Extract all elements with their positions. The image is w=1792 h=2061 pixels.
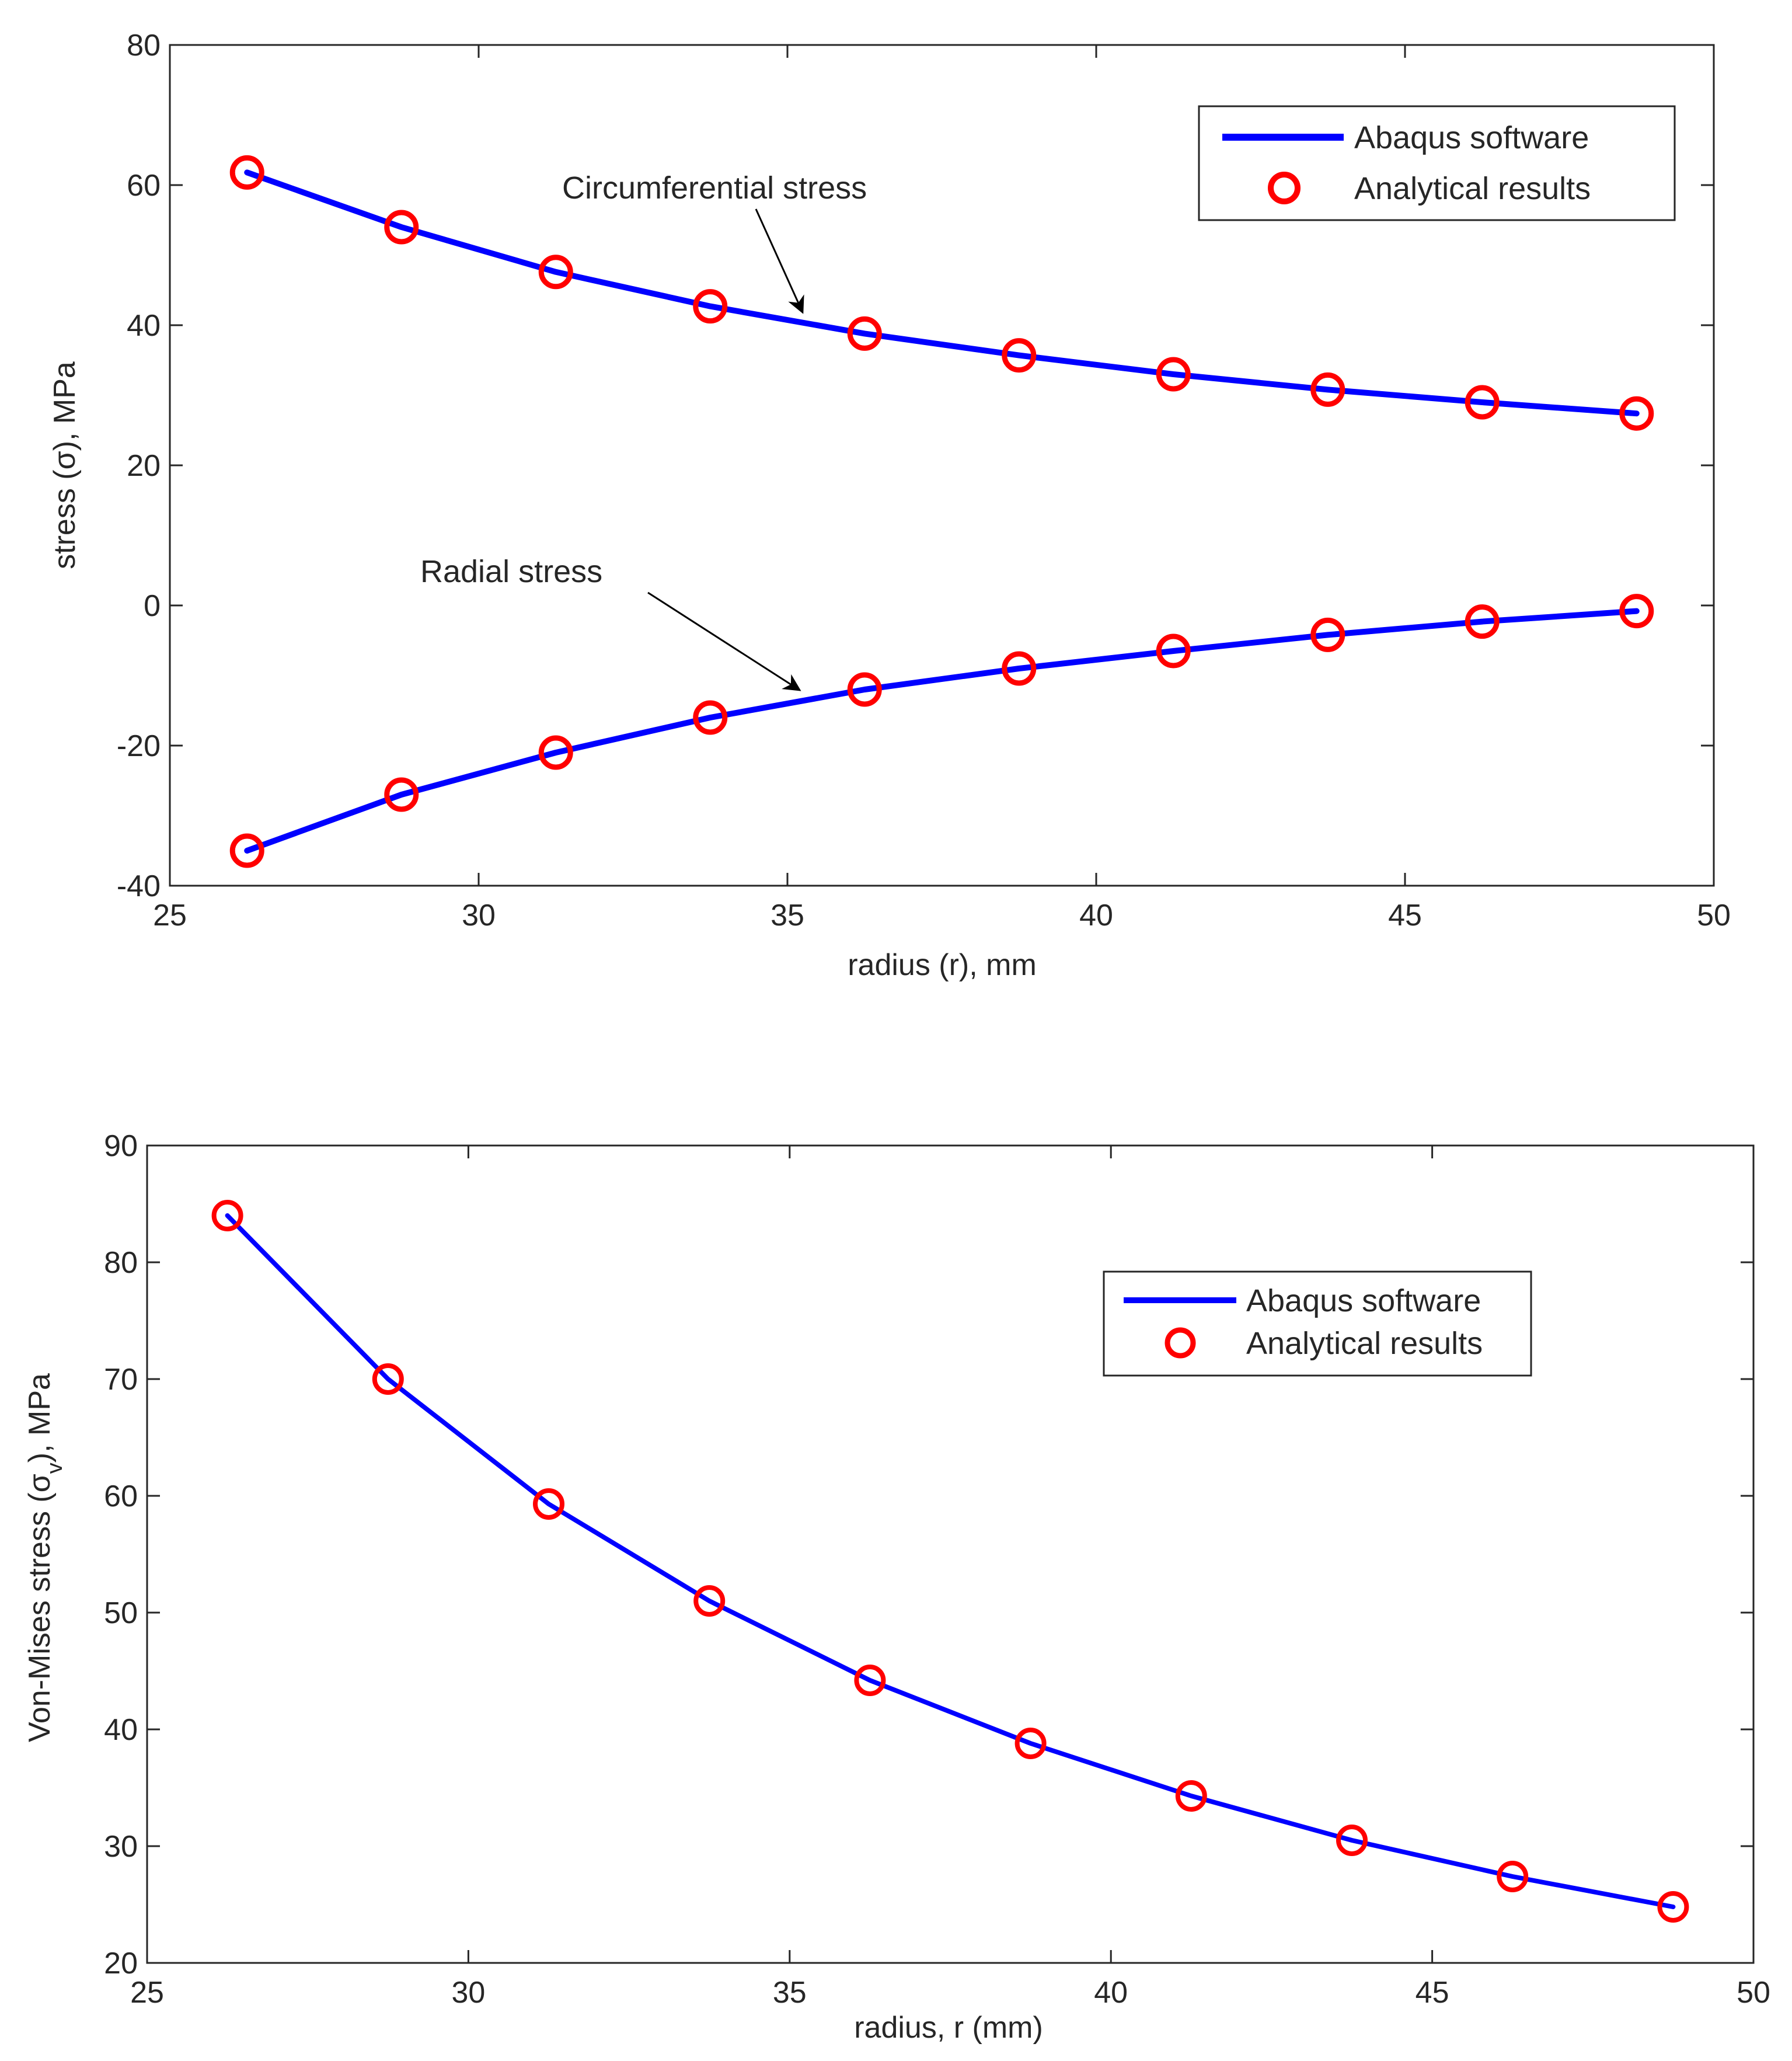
plot-2-ytick-label: 30 <box>104 1830 138 1864</box>
plot-2-xtick-label: 45 <box>1416 1976 1449 2010</box>
plot-1-legend-marker-swatch <box>1268 172 1301 204</box>
plot-2-legend-box <box>1103 1270 1532 1377</box>
plot-1-line-circumferential-stress <box>244 169 1640 417</box>
plot-1-ytick-label: 0 <box>144 589 161 623</box>
annotation-radial-stress: Radial stress <box>420 554 602 589</box>
annotation-radial-arrow <box>647 591 801 691</box>
plot-1-marker-circumferential-stress <box>1156 357 1191 392</box>
plot-1-marker-circumferential-stress <box>538 255 573 290</box>
plot-1-ytick-label: 60 <box>127 169 161 203</box>
plot-1-marker-radial-stress <box>1310 617 1345 652</box>
plot-1-series <box>229 155 1654 868</box>
plot-2-ticks: 25 30 35 40 45 50 20 30 40 50 60 70 80 90 <box>104 1129 1770 2010</box>
plot-1-ticks: 25 30 35 40 45 50 -40 -20 0 20 40 60 80 <box>117 29 1731 932</box>
plot-2-xlabel: radius, r (mm) <box>854 2011 1043 2045</box>
plot-2-axes-frame <box>146 1144 1755 1964</box>
plot-1-marker-circumferential-stress <box>847 316 882 351</box>
plot-1-marker-radial-stress <box>1156 633 1191 669</box>
plot-2-marker-von-mises-stress <box>211 1200 243 1231</box>
annotation-circumferential-stress: Circumferential stress <box>562 170 867 206</box>
plot-2-xtick-label: 25 <box>130 1976 164 2010</box>
plot-1-ytick-label: 80 <box>127 29 161 62</box>
plot-2-marker-von-mises-stress <box>1014 1728 1047 1759</box>
plot-2-marker-von-mises-stress <box>1175 1780 1207 1812</box>
plot-2-marker-von-mises-stress <box>693 1585 726 1617</box>
plot-1-marker-circumferential-stress <box>1310 372 1345 407</box>
plot-1-legend-marker-label: Analytical results <box>1354 171 1591 206</box>
plot-2-xtick-label: 35 <box>773 1976 807 2010</box>
plot-1-legend-line-label: Abaqus software <box>1354 120 1589 155</box>
plot-2-marker-von-mises-stress <box>372 1363 404 1395</box>
plot-1-marker-radial-stress <box>847 672 882 707</box>
plot-1-xtick-label: 40 <box>1079 899 1113 932</box>
plot-2-ytick-label: 50 <box>104 1596 138 1630</box>
plot-2-xtick-label: 50 <box>1737 1976 1770 2010</box>
plot-2-xtick-label: 40 <box>1094 1976 1128 2010</box>
plot-2-ylabel: Von-Mises stress (σv), MPa <box>23 1373 67 1742</box>
plot-1-ylabel: stress (σ), MPa <box>48 361 82 569</box>
plot-1-xtick-label: 25 <box>153 899 187 932</box>
plot-2-marker-von-mises-stress <box>1497 1861 1529 1892</box>
plot-1-ytick-label: -40 <box>117 869 161 903</box>
plot-2-series <box>211 1200 1689 1923</box>
plot-2-marker-von-mises-stress <box>1657 1891 1689 1923</box>
plot-2-line-von-mises-stress <box>225 1213 1676 1909</box>
plot-2-ytick-label: 80 <box>104 1246 138 1280</box>
plot-1-marker-circumferential-stress <box>229 155 264 190</box>
plot-1-marker-radial-stress <box>693 700 728 735</box>
plot-2-marker-von-mises-stress <box>1336 1825 1368 1856</box>
plot-1-ytick-label: -20 <box>117 729 161 763</box>
plot-2-ytick-label: 70 <box>104 1363 138 1397</box>
plot-1-line-radial-stress <box>244 608 1640 854</box>
plot-2-ytick-label: 20 <box>104 1947 138 1980</box>
plot-1-xtick-label: 35 <box>771 899 804 932</box>
plot-2-legend-line-label: Abaqus software <box>1246 1283 1481 1318</box>
plot-1-xtick-label: 30 <box>462 899 496 932</box>
plot-1-legend: Abaqus software Analytical results <box>1198 105 1676 221</box>
annotation-circumferential-arrow <box>755 208 804 314</box>
plot-1-marker-circumferential-stress <box>1619 396 1654 431</box>
plot-1-marker-radial-stress <box>384 777 419 812</box>
plot-2-xtick-label: 30 <box>451 1976 485 2010</box>
plot-1-annotations: Circumferential stress Radial stress <box>420 170 867 691</box>
plot-2-ytick-label: 40 <box>104 1713 138 1747</box>
plot-1-marker-radial-stress <box>1002 651 1037 686</box>
plot-1-marker-circumferential-stress <box>693 289 728 324</box>
plot-2-legend-marker-label: Analytical results <box>1246 1326 1483 1361</box>
plot-2-marker-von-mises-stress <box>533 1488 564 1520</box>
plot-2-ytick-label: 90 <box>104 1129 138 1163</box>
plot-1-xtick-label: 45 <box>1388 899 1422 932</box>
plot-1-marker-circumferential-stress <box>1465 385 1500 420</box>
plot-1-marker-circumferential-stress <box>1002 338 1037 373</box>
plot-1-ytick-label: 40 <box>127 309 161 343</box>
plot-2-legend: Abaqus software Analytical results <box>1103 1270 1532 1377</box>
plot-1-xtick-label: 50 <box>1697 899 1731 932</box>
plot-2-ytick-label: 60 <box>104 1479 138 1513</box>
plot-1: 25 30 35 40 45 50 -40 -20 0 20 40 60 80 stress (σ), … <box>48 29 1731 982</box>
plot-1-marker-radial-stress <box>229 833 264 868</box>
plot-2-legend-marker-swatch <box>1165 1327 1196 1359</box>
plot-1-marker-radial-stress <box>538 735 573 770</box>
plot-2: 25 30 35 40 45 50 20 30 40 50 60 70 80 90 Von-Mises s… <box>23 1129 1770 2045</box>
plot-1-marker-radial-stress <box>1465 604 1500 639</box>
plot-1-ytick-label: 20 <box>127 449 161 483</box>
plot-1-xlabel: radius (r), mm <box>848 948 1037 982</box>
plot-2-marker-von-mises-stress <box>854 1665 886 1696</box>
plot-1-marker-circumferential-stress <box>384 210 419 245</box>
plot-1-marker-radial-stress <box>1619 594 1654 629</box>
